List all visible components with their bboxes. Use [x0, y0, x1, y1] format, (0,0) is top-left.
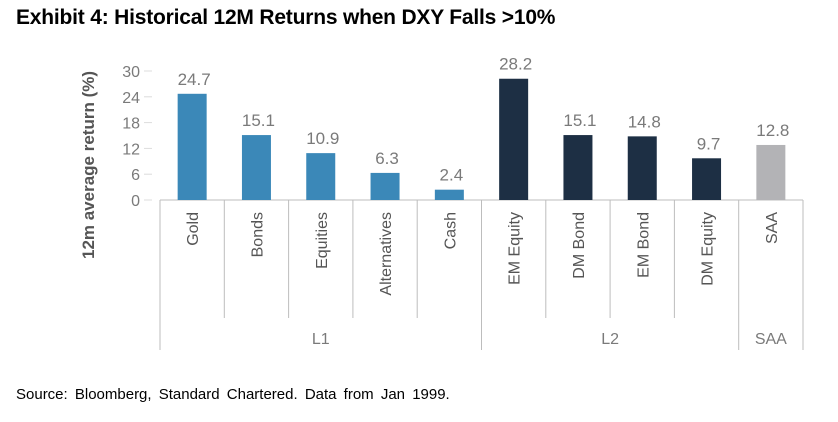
- bar-3: [370, 172, 400, 200]
- bar-1: [241, 135, 271, 200]
- group-label-2: SAA: [755, 331, 787, 348]
- category-label-1: Bonds: [249, 212, 266, 257]
- data-label-0: 24.7: [178, 70, 211, 89]
- bar-5: [499, 78, 529, 200]
- category-label-3: Alternatives: [378, 212, 395, 296]
- data-label-3: 6.3: [375, 149, 399, 168]
- category-label-4: Cash: [442, 212, 459, 249]
- bar-0: [177, 93, 207, 200]
- data-label-8: 9.7: [697, 134, 721, 153]
- y-tick-label-1: 6: [131, 167, 140, 184]
- category-label-7: EM Bond: [635, 212, 652, 278]
- bar-4: [434, 189, 464, 200]
- bar-9: [756, 144, 786, 200]
- group-label-0: L1: [312, 331, 330, 348]
- category-label-6: DM Bond: [571, 212, 588, 279]
- bar-chart: 0 6 12 18 24 30 12m average return (%) 24.7 Gold…: [79, 55, 804, 350]
- category-label-5: EM Equity: [507, 212, 524, 285]
- group-label-1: L2: [601, 331, 619, 348]
- bar-8: [692, 158, 722, 200]
- source-note: Source: Bloomberg, Standard Chartered. D…: [16, 386, 450, 403]
- category-label-8: DM Equity: [700, 212, 717, 286]
- data-label-6: 15.1: [563, 111, 596, 130]
- data-label-2: 10.9: [306, 129, 339, 148]
- bar-6: [563, 135, 593, 200]
- category-label-2: Equities: [314, 212, 331, 269]
- chart-title: Exhibit 4: Historical 12M Returns when D…: [16, 6, 556, 29]
- y-tick-label-5: 30: [122, 64, 140, 81]
- y-tick-label-4: 24: [122, 90, 140, 107]
- y-tick-label-2: 12: [122, 141, 140, 158]
- bar-7: [627, 136, 657, 200]
- data-label-1: 15.1: [242, 111, 275, 130]
- data-label-9: 12.8: [756, 121, 789, 140]
- category-label-9: SAA: [764, 212, 781, 244]
- category-label-0: Gold: [185, 212, 202, 246]
- y-tick-label-3: 18: [122, 116, 140, 133]
- y-axis-title: 12m average return (%): [79, 71, 98, 259]
- bar-2: [306, 153, 336, 200]
- y-tick-label-0: 0: [131, 193, 140, 210]
- data-label-5: 28.2: [499, 55, 532, 74]
- data-label-7: 14.8: [628, 112, 661, 131]
- data-label-4: 2.4: [440, 166, 464, 185]
